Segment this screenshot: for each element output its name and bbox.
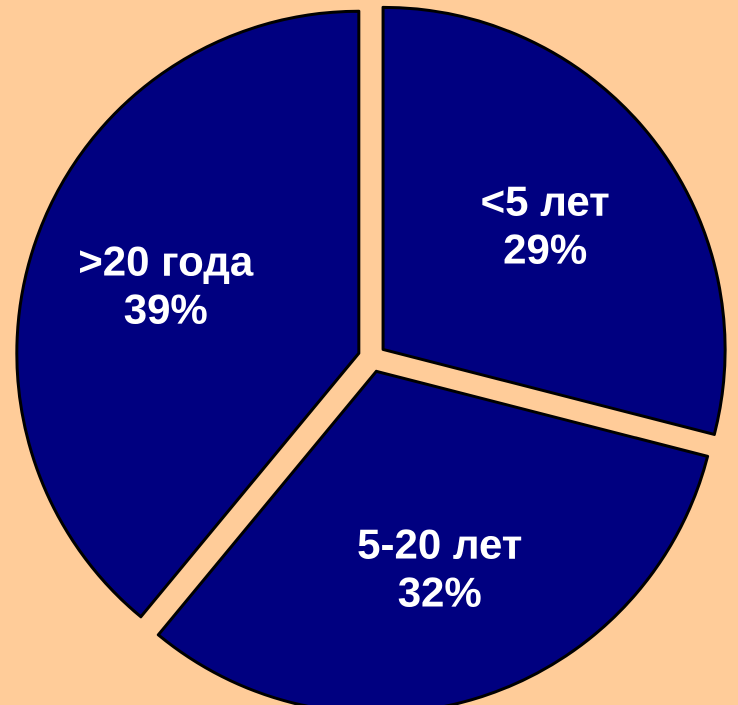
pie-slice <box>15 9 361 619</box>
slice-category: >20 года <box>78 238 254 285</box>
slice-label: <5 лет 29% <box>481 178 610 273</box>
slice-value: 29% <box>503 226 587 273</box>
slice-category: 5-20 лет <box>357 520 522 567</box>
slice-category: <5 лет <box>481 178 610 225</box>
pie-slice <box>156 369 710 705</box>
slice-label: >20 года 39% <box>78 238 254 333</box>
pie-slice <box>381 5 727 436</box>
slice-value: 32% <box>398 568 482 615</box>
slice-label: 5-20 лет 32% <box>357 520 522 615</box>
slice-value: 39% <box>124 286 208 333</box>
